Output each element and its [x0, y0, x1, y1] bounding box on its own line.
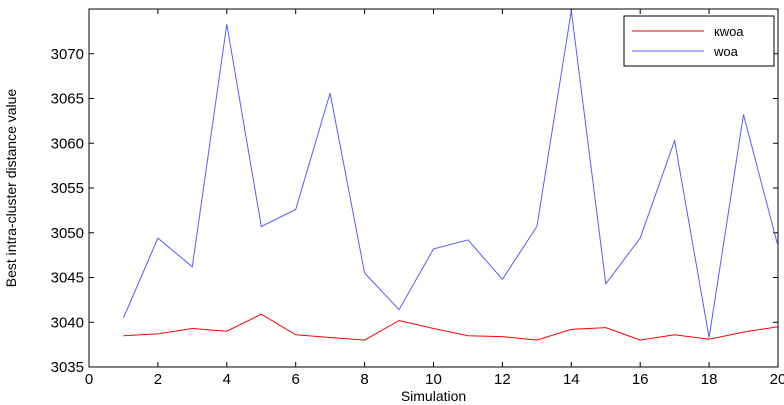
legend-box — [623, 15, 775, 67]
y-tick-label: 3055 — [51, 180, 84, 197]
legend: кwoa woa — [623, 15, 775, 67]
x-tick-label: 10 — [425, 371, 442, 388]
y-axis: 3035 3040 3045 3050 3055 3060 3065 3070 — [51, 46, 778, 376]
y-tick-label: 3045 — [51, 270, 84, 287]
y-tick-label: 3065 — [51, 91, 84, 108]
x-axis-title: Simulation — [401, 388, 466, 404]
y-tick-label: 3050 — [51, 225, 84, 242]
x-tick-label: 20 — [770, 371, 784, 388]
series-line-кwoa — [123, 313, 779, 341]
legend-label: woa — [713, 44, 739, 59]
x-tick-label: 0 — [85, 371, 93, 388]
x-tick-label: 8 — [360, 371, 368, 388]
y-tick-label: 3060 — [51, 135, 84, 152]
series-line-woa — [123, 10, 779, 338]
x-tick-label: 6 — [292, 371, 300, 388]
x-tick-label: 12 — [494, 371, 511, 388]
x-tick-label: 16 — [632, 371, 649, 388]
legend-label: кwoa — [714, 24, 744, 39]
y-tick-label: 3040 — [51, 314, 84, 331]
x-tick-label: 4 — [223, 371, 231, 388]
x-axis: 0 2 4 6 8 10 12 14 16 18 20 — [85, 9, 784, 388]
x-tick-label: 18 — [701, 371, 718, 388]
y-tick-label: 3070 — [51, 46, 84, 63]
series-layer — [123, 10, 779, 341]
x-tick-label: 2 — [154, 371, 162, 388]
y-tick-label: 3035 — [51, 359, 84, 376]
x-tick-label: 14 — [563, 371, 580, 388]
y-axis-title: Best intra-cluster distance value — [3, 89, 19, 288]
